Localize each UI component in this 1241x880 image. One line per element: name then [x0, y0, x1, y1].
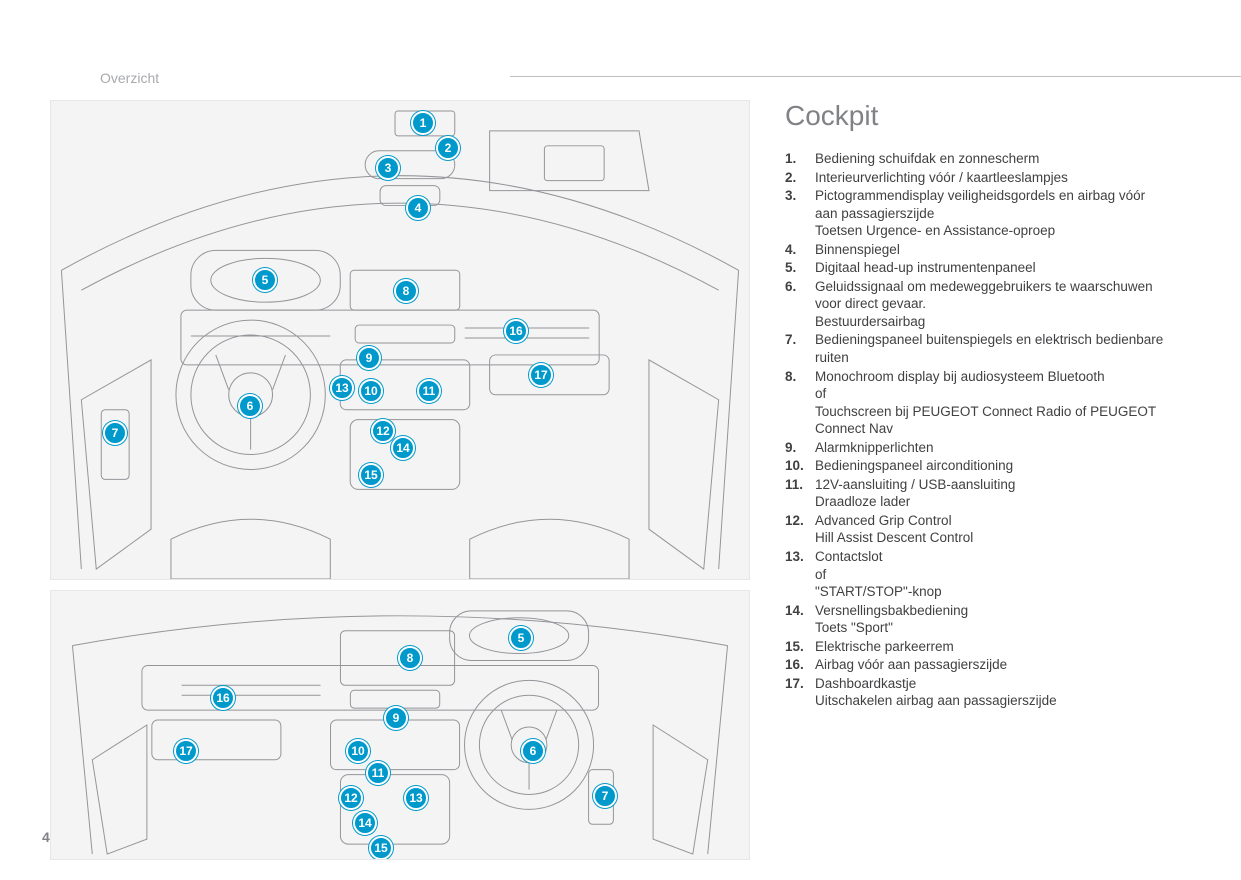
- list-item-text: Monochroom display bij audiosysteem Blue…: [815, 368, 1165, 438]
- list-item-number: 8.: [785, 368, 815, 438]
- callout-badge: 11: [417, 379, 441, 403]
- list-item-number: 9.: [785, 439, 815, 457]
- list-item: 9.Alarmknipperlichten: [785, 439, 1165, 457]
- callout-badge: 9: [384, 706, 408, 730]
- list-item-text: Elektrische parkeerrem: [815, 638, 1165, 656]
- callout-badge: 6: [238, 394, 262, 418]
- callout-badge: 3: [376, 156, 400, 180]
- list-item-number: 7.: [785, 331, 815, 366]
- callout-badge: 12: [339, 786, 363, 810]
- callout-badge: 17: [174, 739, 198, 763]
- callout-badge: 15: [359, 463, 383, 487]
- cockpit-diagram-lhd: 1234567891011121314151617: [50, 100, 750, 580]
- list-item-text: Bedieningspaneel buitenspiegels en elekt…: [815, 331, 1165, 366]
- callout-badge: 1: [411, 111, 435, 135]
- list-item-text: Airbag vóór aan passagierszijde: [815, 656, 1165, 674]
- callout-badge: 9: [357, 346, 381, 370]
- list-item-text: Geluidssignaal om medeweggebruikers te w…: [815, 278, 1165, 331]
- page-content: 1234567891011121314151617: [0, 0, 1241, 880]
- callout-badge: 14: [391, 436, 415, 460]
- callout-badge: 6: [521, 739, 545, 763]
- cockpit-diagram-rhd: 5 6 7 8 9 101112 13 1415 16 17: [50, 590, 750, 860]
- callout-badge: 5: [253, 268, 277, 292]
- list-item-text: Interieurverlichting vóór / kaartleeslam…: [815, 169, 1165, 187]
- list-item-number: 17.: [785, 675, 815, 710]
- callout-badge: 15: [369, 836, 393, 860]
- list-item: 10.Bedieningspaneel airconditioning: [785, 457, 1165, 475]
- callout-badge: 8: [398, 646, 422, 670]
- callout-badge: 2: [436, 136, 460, 160]
- header-rule: [510, 76, 1241, 77]
- list-item-text: Versnellingsbakbediening Toets "Sport": [815, 602, 1165, 637]
- callout-badge: 8: [394, 279, 418, 303]
- list-item-number: 4.: [785, 241, 815, 259]
- list-item: 11.12V-aansluiting / USB-aansluiting Dra…: [785, 476, 1165, 511]
- list-item: 13.Contactslot of "START/STOP"-knop: [785, 548, 1165, 601]
- list-item: 14.Versnellingsbakbediening Toets "Sport…: [785, 602, 1165, 637]
- list-item: 2.Interieurverlichting vóór / kaartleesl…: [785, 169, 1165, 187]
- list-item: 1.Bediening schuifdak en zonnescherm: [785, 150, 1165, 168]
- list-item-number: 6.: [785, 278, 815, 331]
- list-item-text: Dashboardkastje Uitschakelen airbag aan …: [815, 675, 1165, 710]
- list-item-number: 1.: [785, 150, 815, 168]
- list-item-text: Alarmknipperlichten: [815, 439, 1165, 457]
- list-item-text: 12V-aansluiting / USB-aansluiting Draadl…: [815, 476, 1165, 511]
- diagram-column: 1234567891011121314151617: [50, 100, 750, 860]
- list-item: 15.Elektrische parkeerrem: [785, 638, 1165, 656]
- list-item: 8.Monochroom display bij audiosysteem Bl…: [785, 368, 1165, 438]
- callout-badge: 13: [330, 376, 354, 400]
- callout-badge: 14: [353, 811, 377, 835]
- callout-badge: 16: [211, 686, 235, 710]
- list-item-text: Pictogrammendisplay veiligheidsgordels e…: [815, 187, 1165, 240]
- list-item-number: 16.: [785, 656, 815, 674]
- list-item: 5.Digitaal head-up instrumentenpaneel: [785, 259, 1165, 277]
- list-item-number: 12.: [785, 512, 815, 547]
- list-item-number: 10.: [785, 457, 815, 475]
- list-item: 12.Advanced Grip Control Hill Assist Des…: [785, 512, 1165, 547]
- callout-badge: 5: [509, 626, 533, 650]
- list-item-number: 3.: [785, 187, 815, 240]
- list-item-number: 14.: [785, 602, 815, 637]
- list-item-number: 5.: [785, 259, 815, 277]
- list-item-text: Binnenspiegel: [815, 241, 1165, 259]
- callout-badge: 12: [371, 419, 395, 443]
- page-title: Cockpit: [785, 100, 1165, 132]
- list-item: 6.Geluidssignaal om medeweggebruikers te…: [785, 278, 1165, 331]
- callout-badge: 7: [593, 784, 617, 808]
- list-item-text: Contactslot of "START/STOP"-knop: [815, 548, 1165, 601]
- callout-badge: 10: [359, 379, 383, 403]
- callout-badge: 10: [346, 739, 370, 763]
- list-item-text: Bedieningspaneel airconditioning: [815, 457, 1165, 475]
- page-number: 4: [42, 829, 50, 845]
- text-column: Cockpit 1.Bediening schuifdak en zonnesc…: [785, 100, 1165, 860]
- list-item: 17.Dashboardkastje Uitschakelen airbag a…: [785, 675, 1165, 710]
- list-item-text: Digitaal head-up instrumentenpaneel: [815, 259, 1165, 277]
- interior-lineart-top: [51, 101, 749, 579]
- list-item-number: 15.: [785, 638, 815, 656]
- callout-badge: 16: [504, 319, 528, 343]
- callout-badge: 17: [529, 363, 553, 387]
- callout-badge: 4: [406, 196, 430, 220]
- list-item-text: Bediening schuifdak en zonnescherm: [815, 150, 1165, 168]
- callout-badge: 11: [366, 761, 390, 785]
- list-item-number: 11.: [785, 476, 815, 511]
- callout-badge: 13: [404, 786, 428, 810]
- callout-badge: 7: [103, 421, 127, 445]
- list-item-number: 2.: [785, 169, 815, 187]
- list-item-text: Advanced Grip Control Hill Assist Descen…: [815, 512, 1165, 547]
- list-item: 3.Pictogrammendisplay veiligheidsgordels…: [785, 187, 1165, 240]
- list-item: 4.Binnenspiegel: [785, 241, 1165, 259]
- list-item-number: 13.: [785, 548, 815, 601]
- cockpit-numbered-list: 1.Bediening schuifdak en zonnescherm2.In…: [785, 150, 1165, 710]
- section-label: Overzicht: [100, 70, 159, 86]
- list-item: 7.Bedieningspaneel buitenspiegels en ele…: [785, 331, 1165, 366]
- list-item: 16.Airbag vóór aan passagierszijde: [785, 656, 1165, 674]
